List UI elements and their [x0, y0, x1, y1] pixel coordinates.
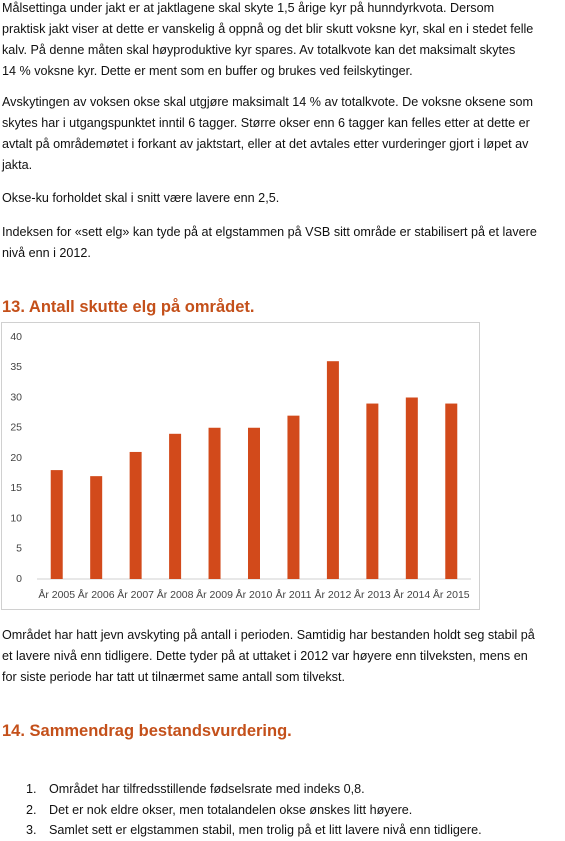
y-tick-label: 15 [10, 482, 22, 494]
bar [169, 433, 182, 579]
y-tick-label: 30 [10, 391, 22, 403]
x-tick-label: År 2012 [315, 588, 352, 601]
bar [248, 427, 260, 579]
paragraph-line: praktisk jakt viser at dette er vanskeli… [2, 22, 534, 36]
bar [405, 397, 418, 579]
paragraph-line: for siste periode har tatt ut tilnærmet … [2, 670, 345, 684]
list-item: Området har tilfredsstillende fødselsrat… [49, 782, 365, 796]
paragraph-line: avtalt på områdemøtet i forkant av jakts… [2, 137, 529, 151]
bar [129, 451, 142, 579]
list-marker: 3. [26, 823, 37, 837]
paragraph-line: Avskytingen av voksen okse skal utgjøre … [2, 95, 534, 109]
y-tick-label: 20 [10, 452, 22, 464]
x-tick-label: År 2005 [38, 588, 75, 601]
y-tick-label: 25 [10, 422, 22, 434]
x-tick-label: År 2010 [236, 588, 273, 601]
paragraph-line: Området har hatt jevn avskyting på antal… [2, 628, 535, 642]
y-tick-label: 40 [10, 331, 22, 343]
x-tick-label: År 2013 [354, 588, 391, 601]
heading: 14. Sammendrag bestandsvurdering. [2, 722, 292, 740]
paragraph-line: 14 % voksne kyr. Dette er ment som en bu… [2, 64, 413, 78]
x-tick-label: År 2011 [275, 588, 311, 601]
x-tick-label: År 2007 [117, 588, 154, 601]
y-tick-label: 5 [16, 543, 22, 555]
paragraph-line: kalv. På denne måten skal høyproduktive … [2, 43, 516, 57]
paragraph-line: jakta. [2, 158, 33, 172]
chart-frame [1, 322, 480, 610]
bar [287, 415, 300, 579]
x-tick-label: År 2006 [78, 588, 115, 601]
x-tick-label: År 2014 [393, 588, 430, 601]
y-tick-label: 0 [16, 573, 22, 585]
paragraph-line: et lavere nivå enn tidligere. Dette tyde… [2, 649, 528, 663]
list-marker: 2. [26, 802, 37, 817]
bar [50, 470, 63, 579]
x-tick-label: År 2009 [196, 588, 233, 601]
heading: 13. Antall skutte elg på området. [2, 298, 255, 316]
paragraph-line: nivå enn i 2012. [2, 246, 91, 260]
paragraph-line: skytes har i utgangspunktet inntil 6 tag… [2, 116, 530, 130]
paragraph-line: Indeksen for «sett elg» kan tyde på at e… [2, 225, 537, 239]
paragraph-line: Okse-ku forholdet skal i snitt være lave… [2, 191, 280, 205]
list-item: Samlet sett er elgstammen stabil, men tr… [49, 823, 482, 837]
bar [326, 361, 339, 579]
list-marker: 1. [26, 782, 37, 796]
bar [445, 403, 458, 579]
bar [366, 403, 379, 579]
bar [208, 427, 221, 579]
x-tick-label: År 2015 [433, 588, 470, 601]
list-item: Det er nok eldre okser, men totalandelen… [49, 802, 413, 817]
y-tick-label: 10 [10, 512, 22, 524]
x-tick-label: År 2008 [157, 588, 194, 601]
paragraph-line: Målsettinga under jakt er at jaktlagene … [2, 1, 495, 15]
bar [90, 476, 103, 579]
y-tick-label: 35 [10, 361, 22, 373]
